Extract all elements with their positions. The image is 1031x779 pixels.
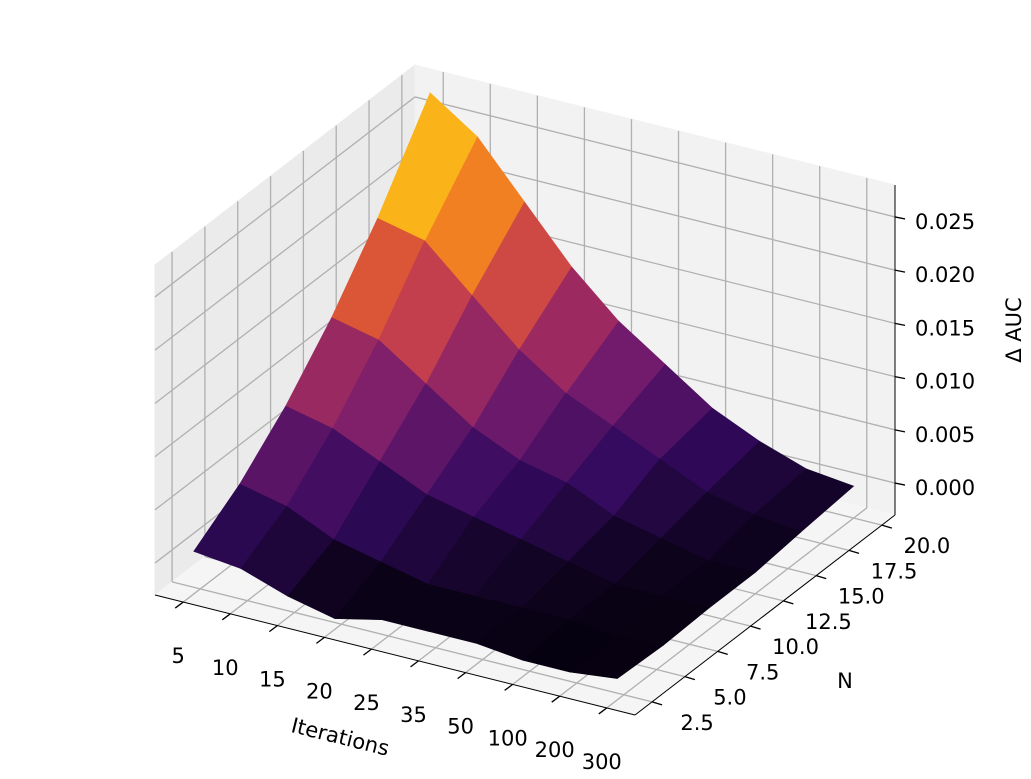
x-tick-label: 20 <box>306 679 333 703</box>
x-tick <box>598 707 608 715</box>
x-grid-line <box>606 507 868 709</box>
y-tick-label: 10.0 <box>772 635 819 659</box>
x-tick-label: 200 <box>535 738 575 762</box>
z-grid-line <box>154 149 416 351</box>
x-tick-label: 10 <box>212 656 239 680</box>
y-tick <box>651 701 663 706</box>
surface-face <box>569 636 664 679</box>
x-tick <box>363 648 372 656</box>
z-tick <box>894 375 906 380</box>
y-tick-label: 20.0 <box>903 534 950 558</box>
x-tick-label: 25 <box>353 691 380 715</box>
y-tick <box>717 650 728 655</box>
x-tick <box>174 601 184 609</box>
x-tick-label: 15 <box>259 668 286 692</box>
y-tick-label: 2.5 <box>680 711 713 735</box>
y-tick <box>816 574 827 580</box>
x-tick <box>268 625 278 633</box>
z-tick-label: 0.000 <box>915 476 975 500</box>
y-tick-label: 5.0 <box>713 686 746 710</box>
z-tick-label: 0.015 <box>915 316 975 340</box>
y-tick-label: 7.5 <box>746 660 779 684</box>
x-tick-label: 300 <box>582 750 622 774</box>
y-tick-label: 15.0 <box>838 585 885 609</box>
x-tick-label: 5 <box>172 644 185 668</box>
x-tick-label: 35 <box>400 703 427 727</box>
z-tick <box>894 429 906 433</box>
y-tick-label: 17.5 <box>871 559 918 583</box>
y-tick <box>848 549 860 554</box>
axis-line <box>634 514 896 716</box>
x-tick <box>551 695 561 703</box>
x-tick-label: 50 <box>447 715 474 739</box>
z-tick <box>894 482 906 486</box>
y-axis-label: N <box>837 669 853 693</box>
z-tick <box>894 322 906 327</box>
axis-line <box>154 594 636 716</box>
z-tick <box>894 216 906 220</box>
surface <box>193 92 855 679</box>
x-tick <box>457 672 466 680</box>
z-grid-line <box>154 96 416 298</box>
x-tick <box>316 636 325 644</box>
y-grid-line <box>171 581 653 703</box>
z-axis-label: Δ AUC <box>1002 297 1026 362</box>
x-tick <box>410 660 419 668</box>
y-tick <box>881 524 893 529</box>
x-tick <box>504 683 514 691</box>
y-tick <box>684 675 696 681</box>
z-tick-label: 0.005 <box>915 423 975 447</box>
y-tick <box>750 625 761 630</box>
z-grid-line <box>414 96 896 218</box>
y-tick-label: 12.5 <box>805 610 852 634</box>
z-tick <box>894 269 906 273</box>
x-tick-label: 100 <box>488 726 528 750</box>
x-tick <box>221 613 231 621</box>
x-axis-label: Iterations <box>289 713 392 760</box>
z-tick-label: 0.020 <box>915 263 975 287</box>
axes: 5 10 15 20 25 35 50 100 200 3002.55.07.510.012.51… <box>154 185 975 774</box>
z-tick-label: 0.025 <box>915 210 975 234</box>
y-tick <box>783 600 794 605</box>
z-tick-label: 0.010 <box>915 370 975 394</box>
